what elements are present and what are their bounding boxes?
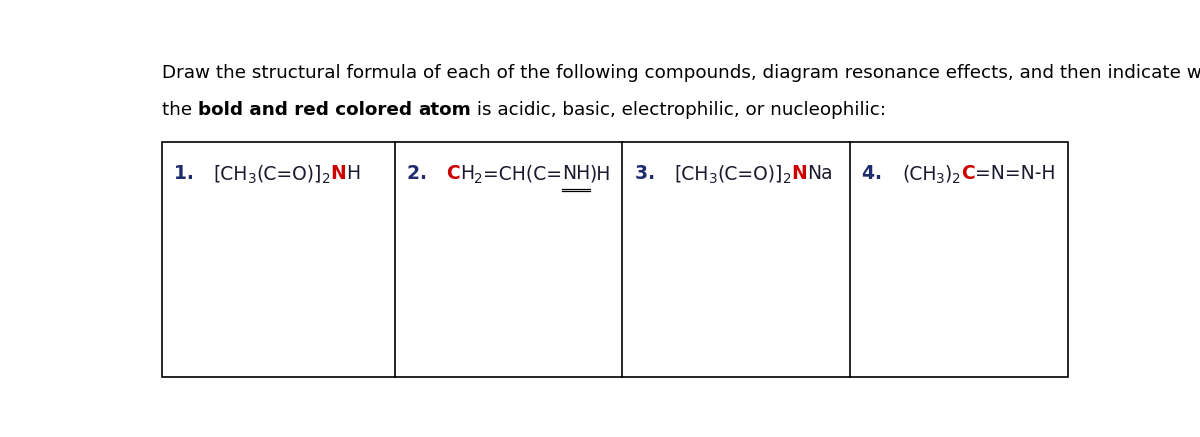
Text: (C=O)]: (C=O)] <box>257 164 322 184</box>
Text: H: H <box>460 164 474 184</box>
Text: is acidic, basic, electrophilic, or nucleophilic:: is acidic, basic, electrophilic, or nucl… <box>472 101 887 119</box>
Bar <box>162 142 1068 377</box>
Text: =CH(C=: =CH(C= <box>482 164 562 184</box>
Text: 3: 3 <box>248 172 257 186</box>
Text: 3.: 3. <box>635 164 674 184</box>
Text: =N=N-H: =N=N-H <box>974 164 1055 184</box>
Text: ): ) <box>946 164 953 184</box>
Text: 1.: 1. <box>174 164 214 184</box>
Text: the: the <box>162 101 198 119</box>
Text: 2: 2 <box>953 172 961 186</box>
Text: 4.: 4. <box>863 164 902 184</box>
Text: [CH: [CH <box>674 164 708 184</box>
Text: Na: Na <box>806 164 833 184</box>
Text: 2.: 2. <box>407 164 446 184</box>
Text: (C=O)]: (C=O)] <box>718 164 782 184</box>
Text: NH: NH <box>562 164 590 184</box>
Text: )H: )H <box>590 164 611 184</box>
Text: C: C <box>446 164 460 184</box>
Text: [CH: [CH <box>214 164 248 184</box>
Text: atom: atom <box>419 101 472 119</box>
Text: 2: 2 <box>474 172 482 186</box>
Text: 3: 3 <box>708 172 718 186</box>
Text: C: C <box>961 164 974 184</box>
Text: 3: 3 <box>936 172 946 186</box>
Text: H: H <box>347 164 360 184</box>
Text: 2: 2 <box>322 172 330 186</box>
Text: N: N <box>791 164 806 184</box>
Text: (CH: (CH <box>902 164 936 184</box>
Text: 2: 2 <box>782 172 791 186</box>
Text: Draw the structural formula of each of the following compounds, diagram resonanc: Draw the structural formula of each of t… <box>162 64 1200 82</box>
Text: N: N <box>330 164 347 184</box>
Text: bold and red colored: bold and red colored <box>198 101 419 119</box>
